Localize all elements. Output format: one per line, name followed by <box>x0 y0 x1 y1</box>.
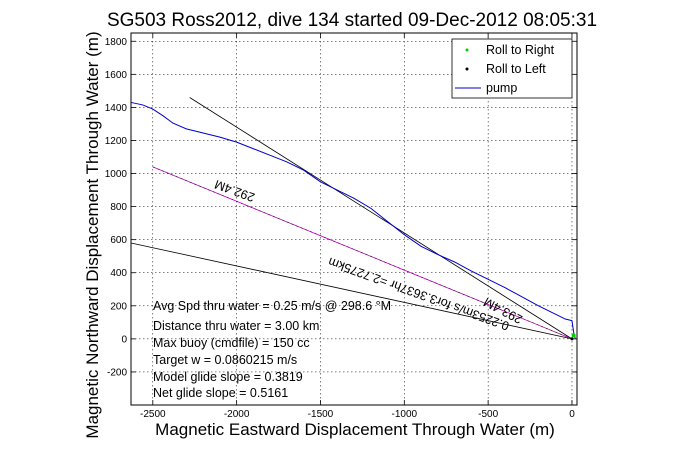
y-tick-label: 200 <box>110 301 127 312</box>
y-tick-label: 1800 <box>105 37 128 48</box>
legend-roll-right: Roll to Right <box>486 43 555 57</box>
dive-end-marker <box>570 333 576 341</box>
y-tick-label: 1400 <box>105 103 128 114</box>
x-axis-label: Magnetic Eastward Displacement Through W… <box>155 420 555 439</box>
stat-max-buoy: Max buoy (cmdfile) = 150 cc <box>153 336 310 350</box>
y-tick-label: 400 <box>110 268 127 279</box>
data-series <box>130 101 576 339</box>
glide-overlay-line <box>152 166 573 340</box>
stat-distance: Distance thru water = 3.00 km <box>153 319 319 333</box>
axis-ticks: -2500 -2000 -1500 -1000 -500 0-20002004006008… <box>105 33 577 420</box>
reference-lines <box>130 97 573 340</box>
legend: Roll to Right Roll to Left pump <box>451 38 573 99</box>
x-tick-label: -2000 <box>224 409 250 420</box>
y-tick-label: 0 <box>121 334 127 345</box>
stats-annotations: Avg Spd thru water = 0.25 m/s @ 298.6 °M… <box>153 299 391 400</box>
chart-title: SG503 Ross2012, dive 134 started 09-Dec-… <box>107 10 597 31</box>
stat-model-glide: Model glide slope = 0.3819 <box>153 370 303 384</box>
roll-right-points <box>571 333 576 338</box>
x-tick-label: -1500 <box>308 409 334 420</box>
current-summary-label: 0.2253m/s for3.3637hr =2.7275km <box>326 254 511 333</box>
y-tick-label: 600 <box>110 235 127 246</box>
stat-avg-speed: Avg Spd thru water = 0.25 m/s @ 298.6 °M <box>153 299 391 313</box>
x-tick-label: -500 <box>478 409 498 420</box>
course-line <box>189 97 573 340</box>
y-tick-label: 1000 <box>105 169 128 180</box>
legend-roll-right-marker <box>465 48 469 52</box>
legend-roll-left: Roll to Left <box>486 62 546 76</box>
plot-area-frame <box>130 32 578 406</box>
pump-series-line <box>130 101 576 339</box>
x-tick-label: -1000 <box>392 409 418 420</box>
legend-roll-left-marker <box>465 67 469 71</box>
y-tick-label: -200 <box>107 367 127 378</box>
current-line <box>130 242 573 340</box>
y-tick-label: 800 <box>110 202 127 213</box>
y-tick-label: 1600 <box>105 70 128 81</box>
legend-pump: pump <box>486 81 517 95</box>
y-tick-label: 1200 <box>105 136 128 147</box>
x-tick-label: -2500 <box>140 409 166 420</box>
stat-target-w: Target w = 0.0860215 m/s <box>153 353 297 367</box>
y-axis-label: Magnetic Northward Displacement Through … <box>83 31 102 438</box>
roll-left-points <box>570 337 574 341</box>
x-tick-label: 0 <box>569 409 575 420</box>
stat-net-glide: Net glide slope = 0.5161 <box>153 386 288 400</box>
